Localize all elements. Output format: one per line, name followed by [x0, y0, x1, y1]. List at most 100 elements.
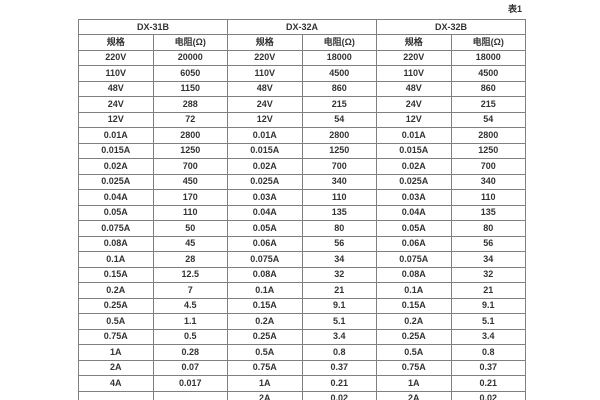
- table-cell: 0.1A: [376, 282, 452, 299]
- group-header-dx32a: DX-32A: [227, 19, 378, 35]
- table-cell: 220V: [376, 49, 452, 66]
- spec-column-header: 规格: [376, 34, 452, 51]
- table-cell: 1150: [152, 80, 229, 97]
- table-cell: 0.1A: [227, 282, 303, 299]
- table-cell: 48V: [78, 80, 154, 97]
- table-cell: 2A: [227, 390, 303, 400]
- table-cell: 21: [301, 282, 378, 299]
- table-cell: 0.25A: [78, 297, 154, 314]
- table-cell: 72: [152, 111, 229, 128]
- table-cell: 56: [301, 235, 378, 252]
- table-cell: 700: [301, 158, 378, 175]
- table-cell: 12V: [376, 111, 452, 128]
- group-header-row: DX-31B DX-32A DX-32B: [77, 19, 527, 35]
- table-cell: 2800: [450, 127, 527, 144]
- table-cell: 21: [450, 282, 527, 299]
- table-cell: 110V: [227, 65, 303, 82]
- table-cell: 0.37: [450, 359, 527, 376]
- table-cell: 34: [301, 251, 378, 268]
- table-cell: 0.75A: [78, 328, 154, 345]
- table-cell: 220V: [227, 49, 303, 66]
- table-cell: 0.01A: [227, 127, 303, 144]
- table-row: 0.075A 50 0.05A 80 0.05A 80: [78, 220, 527, 237]
- table-cell: 110V: [376, 65, 452, 82]
- table-row: 0.01A 2800 0.01A 2800 0.01A 2800: [78, 127, 527, 144]
- table-cell: 0.5A: [78, 313, 154, 330]
- table-cell: 0.04A: [376, 204, 452, 221]
- table-row: 12V 72 12V 54 12V 54: [78, 111, 527, 128]
- table-cell: 0.025A: [376, 173, 452, 190]
- table-cell: 4500: [301, 65, 378, 82]
- table-row: 1A 0.28 0.5A 0.8 0.5A 0.8: [78, 344, 527, 361]
- table-cell: 18000: [301, 49, 378, 66]
- table-cell: 0.025A: [78, 173, 154, 190]
- table-cell: 0.05A: [78, 204, 154, 221]
- table-cell: 0.75A: [376, 359, 452, 376]
- table-cell: 20000: [152, 49, 229, 66]
- table-cell: 0.8: [450, 344, 527, 361]
- table-cell: 0.2A: [78, 282, 154, 299]
- group-header-dx31b: DX-31B: [77, 19, 229, 35]
- table-cell: 0.15A: [376, 297, 452, 314]
- table-cell: 110: [450, 189, 527, 206]
- table-cell: 28: [152, 251, 229, 268]
- table-cell: 0.05A: [227, 220, 303, 237]
- table-cell: 9.1: [450, 297, 527, 314]
- table-cell: 2A: [376, 390, 452, 400]
- table-cell: 0.21: [301, 375, 378, 392]
- table-cell: 80: [450, 220, 527, 237]
- table-cell: 135: [301, 204, 378, 221]
- table-cell: 0.07: [152, 359, 229, 376]
- table-cell: 215: [450, 96, 527, 113]
- table-cell: 0.15A: [227, 297, 303, 314]
- table-cell: 56: [450, 235, 527, 252]
- resistance-spec-table: DX-31B DX-32A DX-32B 规格 电阻(Ω) 规格 电阻(Ω) 规…: [77, 19, 527, 400]
- group-header-dx32b: DX-32B: [376, 19, 527, 35]
- table-cell: 5.1: [450, 313, 527, 330]
- table-row: 0.1A 28 0.075A 34 0.075A 34: [78, 251, 527, 268]
- table-row: 0.5A 1.1 0.2A 5.1 0.2A 5.1: [78, 313, 527, 330]
- table-cell: 50: [152, 220, 229, 237]
- table-cell: 54: [301, 111, 378, 128]
- table-cell: 0.02: [301, 390, 378, 400]
- table-cell: 6050: [152, 65, 229, 82]
- table-cell: 4A: [78, 375, 154, 392]
- table-row: 0.04A 170 0.03A 110 0.03A 110: [78, 189, 527, 206]
- table-cell: 0.02: [450, 390, 527, 400]
- table-cell: 34: [450, 251, 527, 268]
- table-cell: 1A: [78, 344, 154, 361]
- table-cell: 32: [450, 266, 527, 283]
- table-cell: 0.04A: [78, 189, 154, 206]
- table-cell: 0.075A: [376, 251, 452, 268]
- table-cell: 0.01A: [78, 127, 154, 144]
- table-cell: 0.28: [152, 344, 229, 361]
- table-row: 0.2A 7 0.1A 21 0.1A 21: [78, 282, 527, 299]
- table-cell: 0.015A: [227, 142, 303, 159]
- table-cell: 0.025A: [227, 173, 303, 190]
- table-cell: 0.5A: [227, 344, 303, 361]
- table-cell: 110: [301, 189, 378, 206]
- table-row: 2A 0.07 0.75A 0.37 0.75A 0.37: [78, 359, 527, 376]
- table-cell: 0.02A: [78, 158, 154, 175]
- table-cell: 110V: [78, 65, 154, 82]
- table-cell: 24V: [376, 96, 452, 113]
- table-cell: 2A: [78, 359, 154, 376]
- table-row: 0.05A 110 0.04A 135 0.04A 135: [78, 204, 527, 221]
- table-cell: 860: [450, 80, 527, 97]
- table-cell: 0.37: [301, 359, 378, 376]
- table-cell: 135: [450, 204, 527, 221]
- table-cell: 0.075A: [227, 251, 303, 268]
- table-cell: [152, 390, 229, 400]
- table-cell: 0.25A: [227, 328, 303, 345]
- resistance-column-header: 电阻(Ω): [152, 34, 229, 51]
- resistance-column-header: 电阻(Ω): [450, 34, 527, 51]
- table-cell: 0.06A: [227, 235, 303, 252]
- spec-column-header: 规格: [78, 34, 154, 51]
- table-row: 0.75A 0.5 0.25A 3.4 0.25A 3.4: [78, 328, 527, 345]
- table-cell: 1A: [227, 375, 303, 392]
- column-header-row: 规格 电阻(Ω) 规格 电阻(Ω) 规格 电阻(Ω): [78, 34, 527, 51]
- table-cell: 0.25A: [376, 328, 452, 345]
- table-cell: 0.075A: [78, 220, 154, 237]
- table-cell: 340: [301, 173, 378, 190]
- table-cell: [78, 390, 154, 400]
